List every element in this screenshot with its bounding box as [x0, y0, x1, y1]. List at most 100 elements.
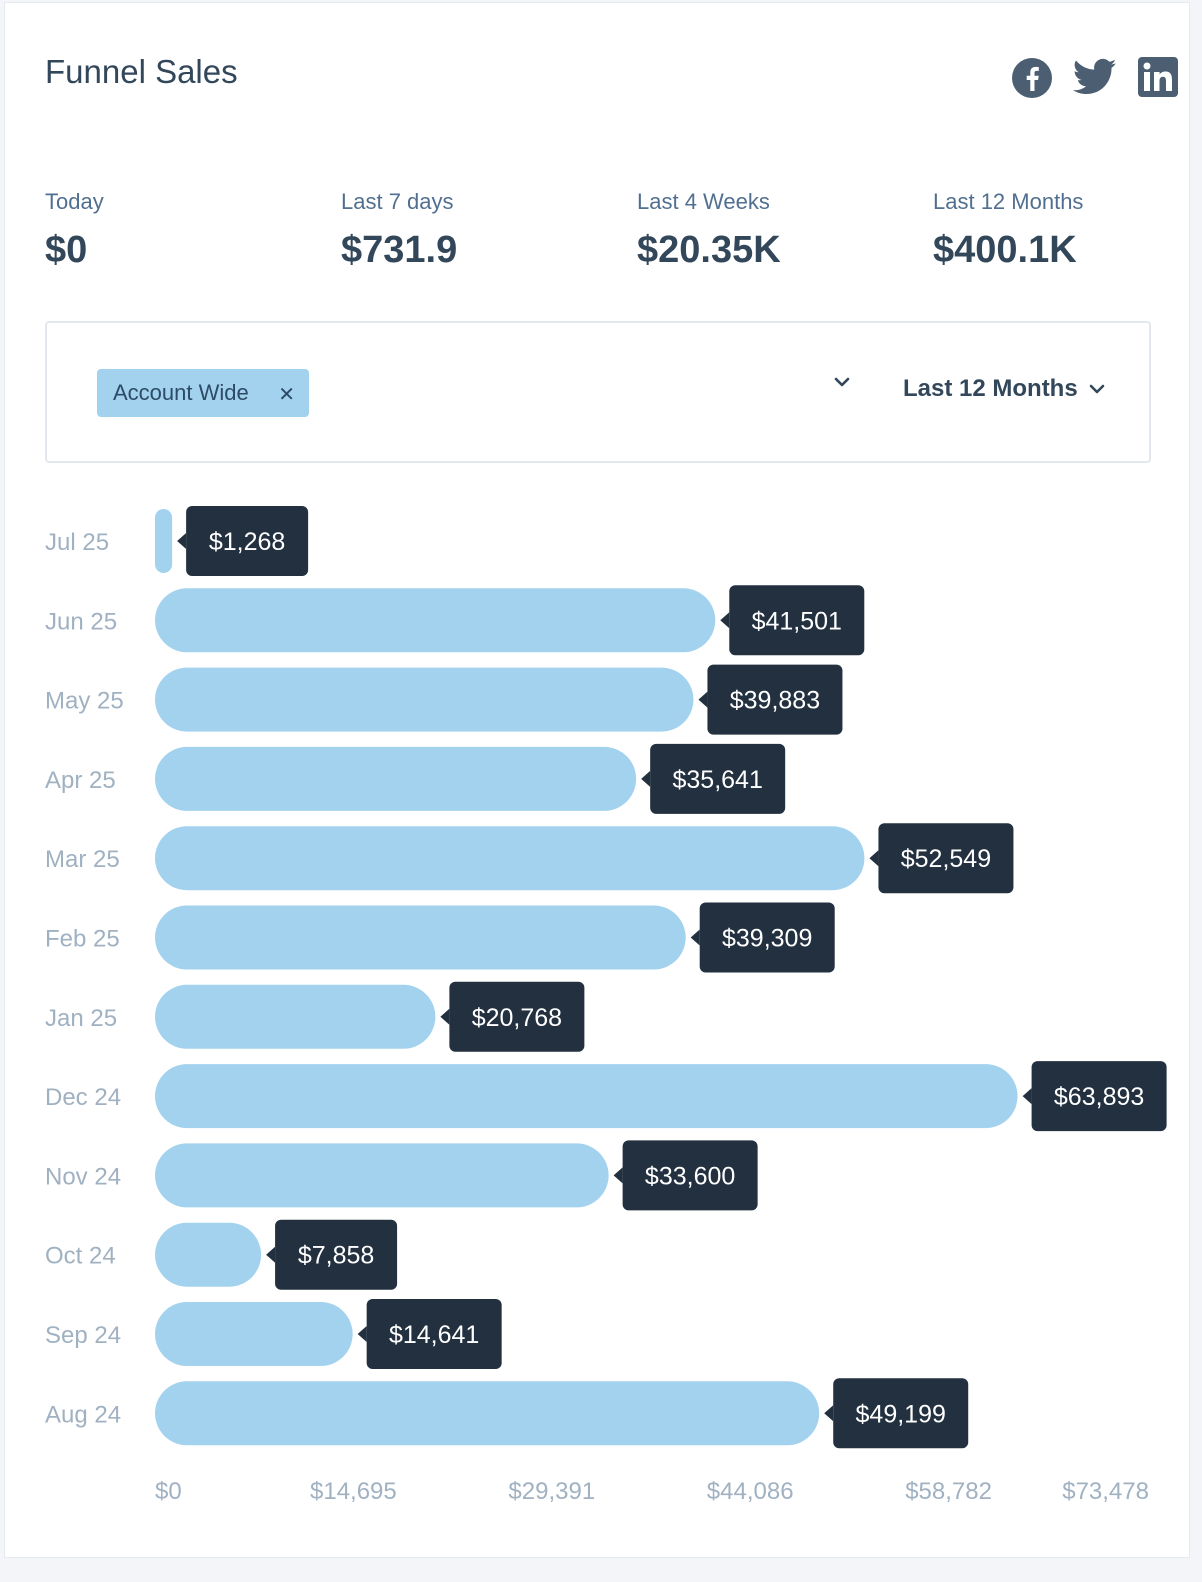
bar[interactable]	[155, 1222, 262, 1287]
value-label-box	[622, 1140, 758, 1211]
x-tick-label: $73,478	[1062, 1478, 1149, 1505]
value-label: $1,268	[177, 506, 309, 576]
x-tick-label: $58,782	[905, 1478, 992, 1505]
value-label-text: $7,858	[298, 1242, 374, 1270]
value-label-text: $1,268	[209, 528, 285, 556]
value-label-text: $63,893	[1054, 1083, 1144, 1111]
category-label: Feb 25	[45, 926, 120, 953]
category-label: Apr 25	[45, 767, 116, 794]
value-label-pointer	[440, 1008, 450, 1025]
stat-last-4-weeks: Last 4 Weeks $20.35K	[637, 189, 781, 272]
value-label: $7,858	[266, 1219, 398, 1290]
close-icon[interactable]: ✕	[278, 384, 295, 406]
value-label-pointer	[698, 691, 708, 708]
value-label: $41,501	[720, 585, 865, 656]
category-label: Dec 24	[45, 1084, 121, 1111]
stat-value: $731.9	[341, 229, 458, 271]
bar[interactable]	[155, 826, 865, 891]
value-label: $52,549	[869, 823, 1014, 894]
value-label-box	[707, 664, 843, 735]
value-label-text: $35,641	[672, 766, 762, 794]
x-tick-label: $0	[155, 1478, 182, 1505]
value-label-pointer	[641, 770, 651, 787]
value-label-pointer	[824, 1405, 834, 1422]
value-label: $20,768	[440, 981, 585, 1052]
value-label-text: $14,641	[389, 1321, 479, 1349]
category-label: May 25	[45, 688, 124, 715]
value-label-box	[1031, 1061, 1167, 1132]
twitter-icon[interactable]	[1073, 57, 1117, 97]
value-label-pointer	[266, 1246, 276, 1263]
value-label-box	[449, 981, 585, 1052]
bar[interactable]	[155, 509, 173, 573]
category-label: Mar 25	[45, 846, 120, 873]
stat-last-12-months: Last 12 Months $400.1K	[933, 189, 1083, 272]
period-label: Last 12 Months	[903, 375, 1078, 402]
value-label-box	[729, 585, 865, 656]
bar[interactable]	[155, 1064, 1018, 1129]
filter-bar: Account Wide ✕ Last 12 Months	[45, 321, 1151, 463]
bar[interactable]	[155, 1143, 609, 1208]
value-label-box	[275, 1219, 398, 1290]
bar[interactable]	[155, 588, 716, 653]
value-label: $33,600	[613, 1140, 758, 1211]
value-label: $39,309	[690, 902, 835, 973]
bar[interactable]	[155, 984, 436, 1049]
value-label-text: $20,768	[472, 1004, 562, 1032]
period-dropdown[interactable]: Last 12 Months	[903, 375, 1106, 403]
x-tick-label: $44,086	[707, 1478, 794, 1505]
stat-label: Today	[45, 189, 104, 214]
category-label: Aug 24	[45, 1401, 121, 1428]
stat-value: $20.35K	[637, 229, 781, 271]
category-label: Nov 24	[45, 1163, 121, 1190]
value-label-pointer	[1022, 1088, 1032, 1105]
value-label: $49,199	[824, 1378, 969, 1449]
value-label: $39,883	[698, 664, 843, 735]
category-label: Jan 25	[45, 1005, 117, 1032]
bar[interactable]	[155, 905, 686, 970]
category-label: Jul 25	[45, 529, 109, 556]
x-tick-label: $29,391	[508, 1478, 595, 1505]
value-label-box	[878, 823, 1014, 894]
chevron-down-icon	[1089, 384, 1105, 394]
x-tick-label: $14,695	[310, 1478, 397, 1505]
value-label-text: $39,309	[722, 925, 812, 953]
value-label-text: $49,199	[856, 1400, 946, 1428]
value-label-box	[366, 1299, 502, 1369]
value-label: $14,641	[357, 1299, 502, 1369]
value-label-text: $33,600	[645, 1162, 735, 1190]
stat-value: $0	[45, 229, 88, 271]
value-label-pointer	[357, 1326, 367, 1342]
tag-label: Account Wide	[113, 380, 249, 405]
facebook-icon[interactable]	[1011, 57, 1053, 99]
card-title: Funnel Sales	[45, 53, 238, 90]
value-label-text: $41,501	[752, 607, 842, 635]
value-label-pointer	[690, 929, 700, 946]
bar[interactable]	[155, 1381, 820, 1446]
account-wide-tag[interactable]: Account Wide ✕	[97, 369, 309, 417]
value-label-pointer	[869, 850, 879, 867]
chevron-down-icon[interactable]	[833, 373, 851, 396]
stat-label: Last 4 Weeks	[637, 189, 770, 214]
value-label-box	[186, 506, 309, 576]
bar[interactable]	[155, 746, 637, 811]
value-label-box	[650, 743, 786, 814]
stat-label: Last 12 Months	[933, 189, 1084, 214]
funnel-sales-bar-chart: Jul 25 $1,268 Jun 25 $41,501 May 25 $39,883 Ap…	[45, 506, 1167, 1505]
stat-last-7-days: Last 7 days $731.9	[341, 189, 457, 272]
category-label: Sep 24	[45, 1322, 121, 1349]
value-label-pointer	[177, 533, 187, 549]
stat-value: $400.1K	[933, 229, 1077, 271]
category-label: Jun 25	[45, 608, 117, 635]
bar[interactable]	[155, 1302, 353, 1366]
bar[interactable]	[155, 667, 694, 732]
value-label: $63,893	[1022, 1061, 1167, 1132]
value-label: $35,641	[641, 743, 786, 814]
stat-label: Last 7 days	[341, 189, 454, 214]
stat-today: Today $0	[45, 189, 104, 272]
value-label-text: $39,883	[730, 687, 820, 715]
value-label-pointer	[613, 1167, 623, 1184]
value-label-box	[833, 1378, 969, 1449]
linkedin-icon[interactable]	[1138, 57, 1178, 97]
value-label-pointer	[720, 612, 730, 629]
